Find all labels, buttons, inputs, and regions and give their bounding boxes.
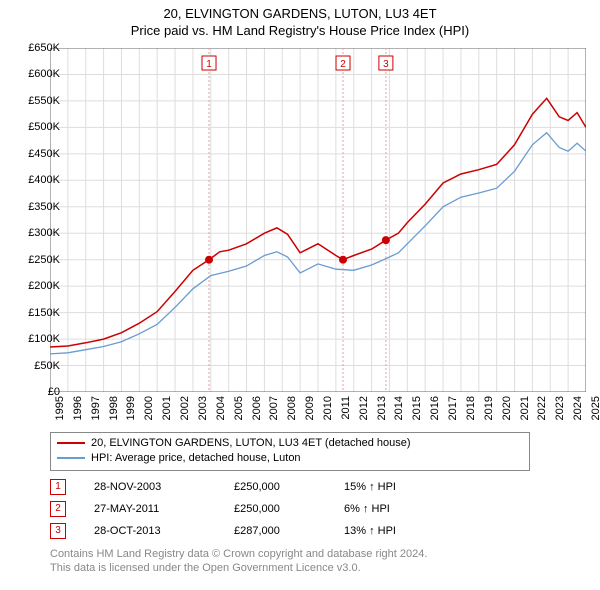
svg-text:1: 1 [206, 59, 212, 70]
transaction-row: 3 28-OCT-2013£287,00013% ↑ HPI [50, 520, 444, 542]
x-tick-label: 2021 [519, 396, 531, 420]
x-tick-label: 2007 [268, 396, 280, 420]
transaction-date: 27-MAY-2011 [94, 503, 234, 515]
x-tick-label: 2013 [376, 396, 388, 420]
svg-text:3: 3 [383, 59, 389, 70]
y-tick-label: £300K [16, 227, 60, 239]
x-tick-label: 2005 [233, 396, 245, 420]
transaction-row: 2 27-MAY-2011£250,0006% ↑ HPI [50, 498, 444, 520]
y-tick-label: £150K [16, 307, 60, 319]
x-tick-label: 2017 [447, 396, 459, 420]
y-tick-label: £400K [16, 174, 60, 186]
transaction-marker: 2 [50, 501, 66, 517]
y-tick-label: £250K [16, 254, 60, 266]
y-tick-label: £650K [16, 42, 60, 54]
x-tick-label: 1995 [54, 396, 66, 420]
transaction-hpi: 15% ↑ HPI [344, 481, 444, 493]
chart-title: 20, ELVINGTON GARDENS, LUTON, LU3 4ET [0, 0, 600, 23]
x-tick-label: 2022 [536, 396, 548, 420]
chart-area: 1 2 3 [50, 48, 586, 392]
legend-row: 20, ELVINGTON GARDENS, LUTON, LU3 4ET (d… [57, 436, 523, 451]
x-tick-label: 2015 [411, 396, 423, 420]
transaction-hpi: 13% ↑ HPI [344, 525, 444, 537]
x-tick-label: 2004 [215, 396, 227, 420]
x-tick-label: 2003 [197, 396, 209, 420]
y-tick-label: £550K [16, 95, 60, 107]
x-tick-label: 2018 [465, 396, 477, 420]
transaction-table: 1 28-NOV-2003£250,00015% ↑ HPI 2 27-MAY-201… [50, 476, 444, 542]
transaction-date: 28-OCT-2013 [94, 525, 234, 537]
legend: 20, ELVINGTON GARDENS, LUTON, LU3 4ET (d… [50, 432, 530, 471]
x-tick-label: 2014 [393, 396, 405, 420]
license-text: Contains HM Land Registry data © Crown c… [50, 548, 560, 576]
license-line1: Contains HM Land Registry data © Crown c… [50, 548, 560, 562]
transaction-row: 1 28-NOV-2003£250,00015% ↑ HPI [50, 476, 444, 498]
x-tick-label: 1996 [72, 396, 84, 420]
y-tick-label: £450K [16, 148, 60, 160]
y-tick-label: £100K [16, 333, 60, 345]
transaction-date: 28-NOV-2003 [94, 481, 234, 493]
x-tick-label: 2008 [286, 396, 298, 420]
legend-label: 20, ELVINGTON GARDENS, LUTON, LU3 4ET (d… [91, 436, 411, 451]
chart-subtitle: Price paid vs. HM Land Registry's House … [0, 23, 600, 42]
transaction-price: £250,000 [234, 481, 344, 493]
legend-swatch [57, 442, 85, 444]
license-line2: This data is licensed under the Open Gov… [50, 562, 560, 576]
x-tick-label: 2002 [179, 396, 191, 420]
y-tick-label: £50K [16, 360, 60, 372]
x-tick-label: 2011 [340, 396, 352, 420]
chart-svg: 1 2 3 [50, 48, 586, 392]
transaction-marker: 1 [50, 479, 66, 495]
transaction-price: £287,000 [234, 525, 344, 537]
svg-text:2: 2 [340, 59, 346, 70]
x-tick-label: 2024 [572, 396, 584, 420]
x-tick-label: 2020 [501, 396, 513, 420]
x-tick-label: 2001 [161, 396, 173, 420]
x-tick-label: 2010 [322, 396, 334, 420]
x-tick-label: 2006 [251, 396, 263, 420]
x-tick-label: 2016 [429, 396, 441, 420]
transaction-hpi: 6% ↑ HPI [344, 503, 444, 515]
x-tick-label: 2025 [590, 396, 600, 420]
legend-swatch [57, 457, 85, 459]
x-tick-label: 2000 [143, 396, 155, 420]
transaction-price: £250,000 [234, 503, 344, 515]
legend-row: HPI: Average price, detached house, Luto… [57, 451, 523, 466]
y-tick-label: £350K [16, 201, 60, 213]
x-tick-label: 1998 [108, 396, 120, 420]
x-tick-label: 2009 [304, 396, 316, 420]
x-tick-label: 2023 [554, 396, 566, 420]
y-tick-label: £200K [16, 280, 60, 292]
x-tick-label: 1999 [125, 396, 137, 420]
y-tick-label: £500K [16, 121, 60, 133]
transaction-marker: 3 [50, 523, 66, 539]
y-tick-label: £600K [16, 68, 60, 80]
x-tick-label: 2019 [483, 396, 495, 420]
x-tick-label: 2012 [358, 396, 370, 420]
legend-label: HPI: Average price, detached house, Luto… [91, 451, 301, 466]
x-tick-label: 1997 [90, 396, 102, 420]
